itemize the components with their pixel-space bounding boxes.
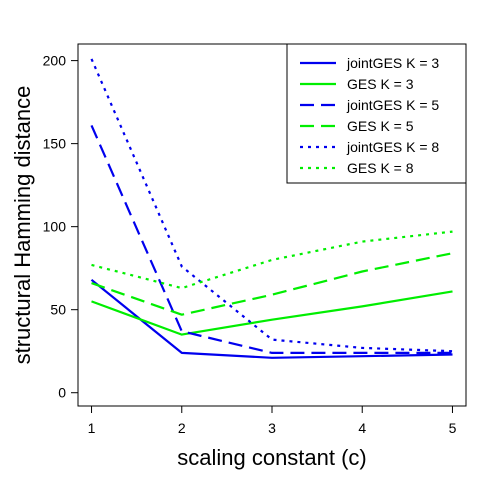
- series-line-2: [90, 124, 453, 354]
- x-tick-label: 3: [268, 420, 276, 436]
- x-axis: 1 2 3 4 5: [88, 406, 457, 436]
- x-axis-title: scaling constant (c): [177, 445, 367, 470]
- y-tick-label: 0: [58, 385, 66, 401]
- legend-label-0: jointGES K = 3: [346, 55, 439, 71]
- x-tick-label: 5: [449, 420, 457, 436]
- legend: jointGES K = 3 GES K = 3 jointGES K = 5 GES…: [286, 43, 467, 184]
- x-tick-label: 4: [358, 420, 366, 436]
- legend-label-3: GES K = 5: [347, 118, 414, 134]
- series-line-1: [91, 290, 453, 336]
- legend-label-5: GES K = 8: [347, 160, 414, 176]
- legend-box: [286, 43, 467, 184]
- legend-label-1: GES K = 3: [347, 76, 414, 92]
- y-tick-label: 100: [43, 219, 67, 235]
- y-tick-label: 150: [43, 136, 67, 152]
- y-tick-label: 50: [50, 302, 66, 318]
- y-tick-label: 200: [43, 53, 67, 69]
- y-axis-title: structural Hamming distance: [10, 86, 35, 365]
- legend-label-4: jointGES K = 8: [346, 139, 439, 155]
- x-tick-label: 2: [178, 420, 186, 436]
- y-axis: 0 50 100 150 200: [43, 53, 78, 401]
- legend-label-2: jointGES K = 5: [346, 97, 439, 113]
- series-line-5: [91, 230, 453, 290]
- series-lines: [90, 58, 453, 359]
- series-line-0: [90, 278, 453, 359]
- x-tick-label: 1: [88, 420, 96, 436]
- series-line-3: [91, 252, 453, 316]
